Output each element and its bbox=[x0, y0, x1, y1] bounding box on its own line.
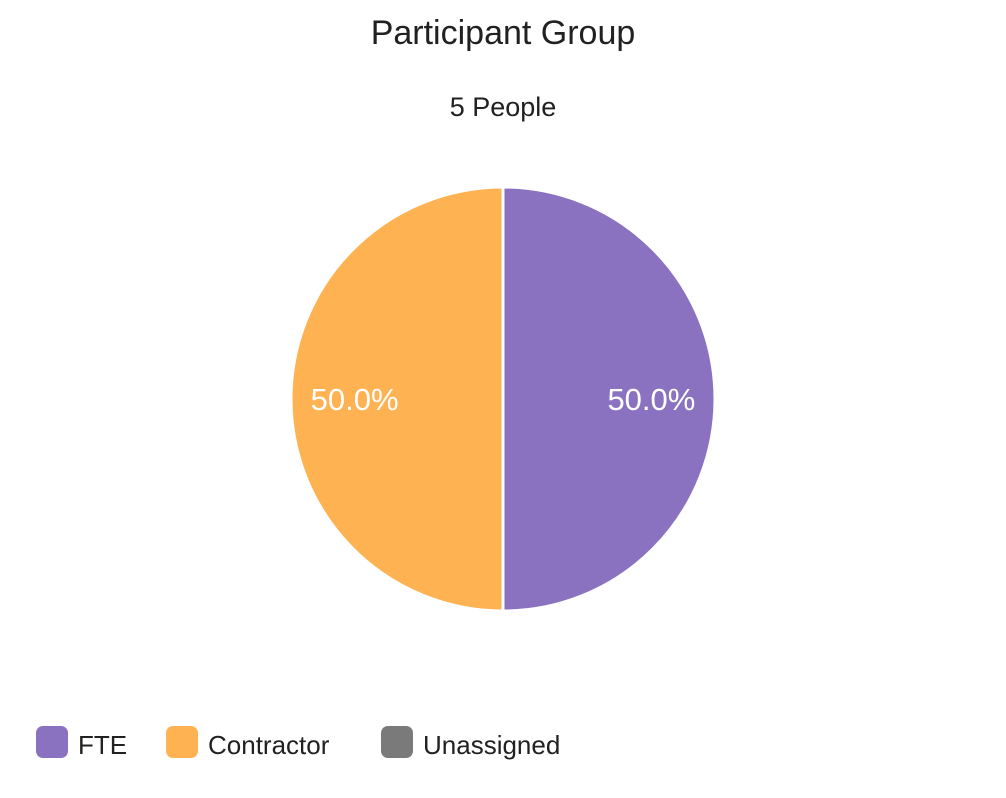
pie-slice-contractor[interactable] bbox=[289, 185, 505, 613]
legend-swatch-unassigned bbox=[381, 726, 413, 758]
slice-label-contractor: 50.0% bbox=[311, 382, 399, 417]
slice-label-fte: 50.0% bbox=[607, 382, 695, 417]
legend-swatch-contractor bbox=[166, 726, 198, 758]
pie-chart: 50.0% 50.0% bbox=[289, 185, 717, 613]
legend-label-fte: FTE bbox=[78, 729, 128, 760]
legend-item-fte[interactable]: FTE bbox=[36, 722, 127, 762]
legend-label-unassigned: Unassigned bbox=[423, 729, 561, 760]
chart-title: Participant Group bbox=[370, 14, 636, 52]
chart-subtitle: 5 People bbox=[449, 92, 557, 122]
pie-slice-fte[interactable] bbox=[501, 185, 717, 613]
legend-label-contractor: Contractor bbox=[208, 729, 330, 760]
legend-item-unassigned[interactable]: Unassigned bbox=[381, 722, 560, 762]
legend-swatch-fte bbox=[36, 726, 68, 758]
legend-item-contractor[interactable]: Contractor bbox=[166, 722, 329, 762]
